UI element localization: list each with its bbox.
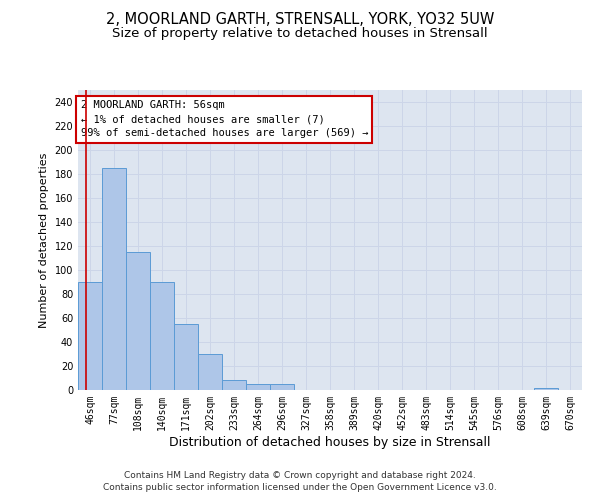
Bar [246,384,270,390]
Y-axis label: Number of detached properties: Number of detached properties [39,152,49,328]
Bar [174,324,198,390]
Bar [222,380,246,390]
Bar [198,354,222,390]
Bar [126,252,150,390]
X-axis label: Distribution of detached houses by size in Strensall: Distribution of detached houses by size … [169,436,491,448]
Text: Size of property relative to detached houses in Strensall: Size of property relative to detached ho… [112,28,488,40]
Text: 2 MOORLAND GARTH: 56sqm
← 1% of detached houses are smaller (7)
99% of semi-deta: 2 MOORLAND GARTH: 56sqm ← 1% of detached… [80,100,368,138]
Bar [78,282,102,390]
Text: 2, MOORLAND GARTH, STRENSALL, YORK, YO32 5UW: 2, MOORLAND GARTH, STRENSALL, YORK, YO32… [106,12,494,28]
Bar [270,384,294,390]
Bar [150,282,174,390]
Bar [534,388,558,390]
Text: Contains HM Land Registry data © Crown copyright and database right 2024.
Contai: Contains HM Land Registry data © Crown c… [103,471,497,492]
Bar [102,168,126,390]
